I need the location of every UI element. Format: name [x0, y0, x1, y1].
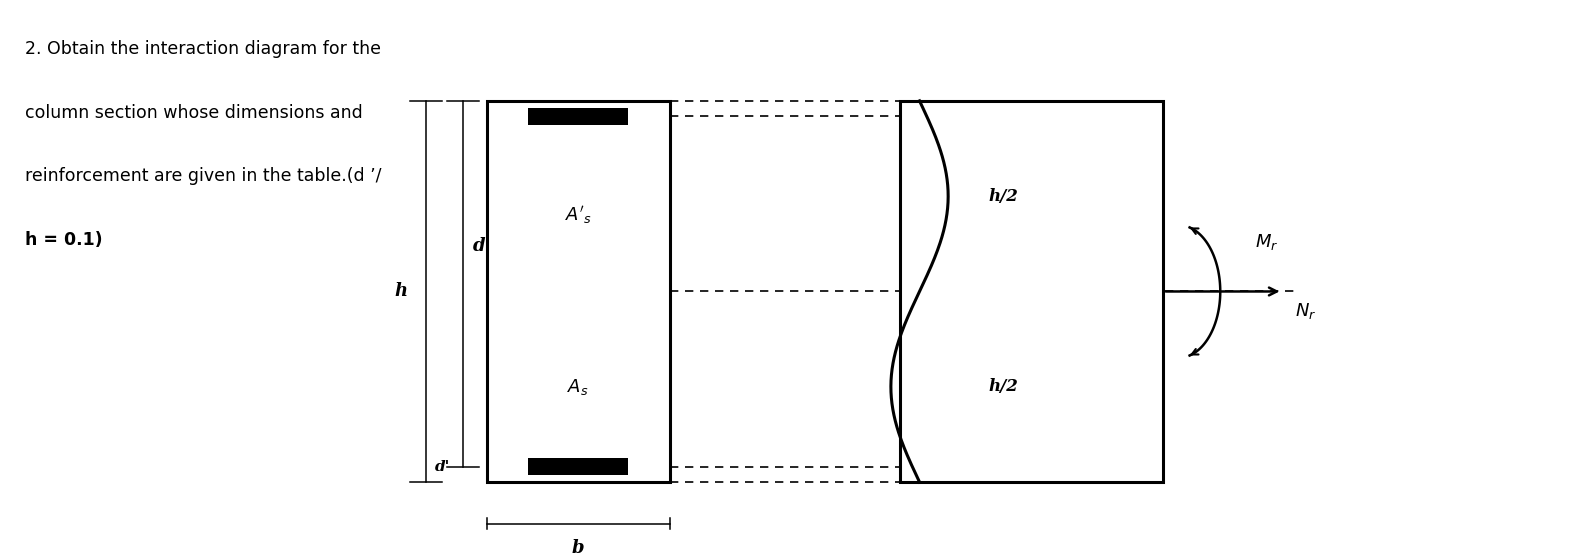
- Text: h: h: [394, 282, 408, 301]
- Bar: [486, 101, 669, 482]
- Text: $N_r$: $N_r$: [1294, 301, 1317, 321]
- Bar: [528, 108, 628, 125]
- Text: 2. Obtain the interaction diagram for the: 2. Obtain the interaction diagram for th…: [26, 40, 381, 58]
- Text: $A'_s$: $A'_s$: [564, 204, 591, 226]
- Text: reinforcement are given in the table.(d ’/: reinforcement are given in the table.(d …: [26, 167, 381, 185]
- Text: d': d': [435, 460, 450, 474]
- Text: $A_s$: $A_s$: [567, 377, 590, 397]
- Text: h = 0.1): h = 0.1): [26, 231, 104, 249]
- Text: b: b: [572, 539, 585, 557]
- Text: h/2: h/2: [988, 379, 1019, 395]
- Bar: [901, 101, 1164, 482]
- Text: d: d: [472, 237, 485, 255]
- Text: column section whose dimensions and: column section whose dimensions and: [26, 104, 363, 122]
- Text: $M_r$: $M_r$: [1254, 232, 1278, 252]
- Text: h/2: h/2: [988, 188, 1019, 204]
- Bar: [528, 458, 628, 475]
